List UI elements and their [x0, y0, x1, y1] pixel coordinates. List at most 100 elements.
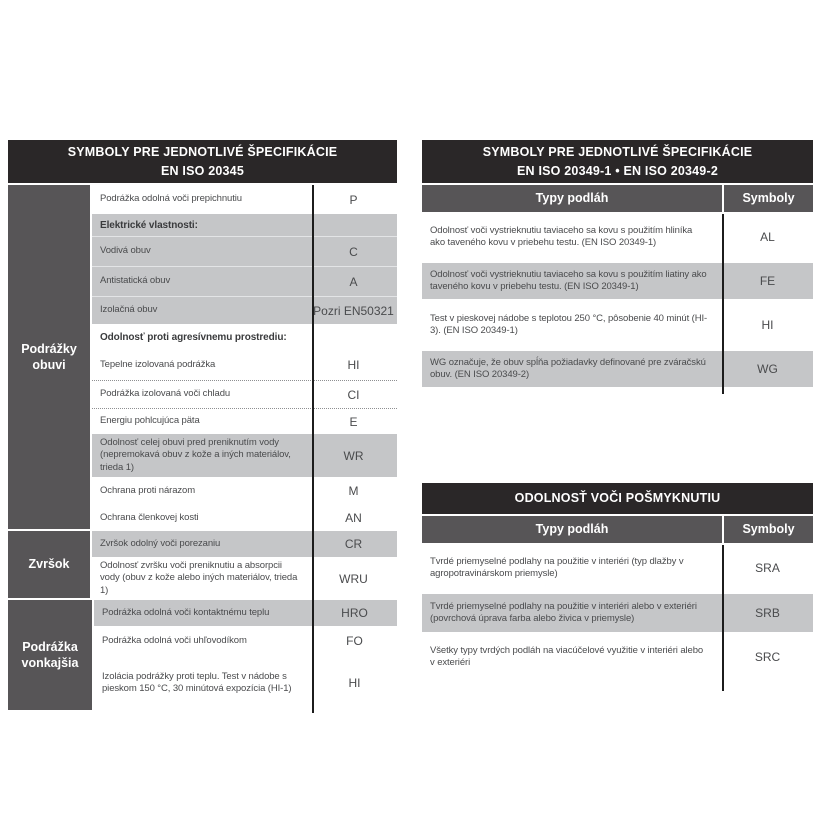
- slip-resistance-table: ODOLNOSŤ VOČI POŠMYKNUTIU Typy podláh Sy…: [422, 483, 813, 691]
- description-cell: Všetky typy tvrdých podláh na viacúčelov…: [430, 644, 704, 668]
- table-title: ODOLNOSŤ VOČI POŠMYKNUTIU: [422, 483, 813, 514]
- table-row: Tvrdé priemyselné podlahy na použitie v …: [422, 591, 813, 635]
- symbol-cell: WG: [757, 362, 778, 376]
- table-title-line1: SYMBOLY PRE JEDNOTLIVÉ ŠPECIFIKÁCIE: [67, 144, 338, 159]
- table-body: Podrážky obuvi Podrážka odolná voči prepi…: [8, 185, 397, 714]
- table-row: Odolnosť proti agresívnemu prostrediu:: [92, 324, 397, 350]
- symbol-cell: AN: [345, 511, 362, 526]
- table-row: Vodivá obuv C: [92, 236, 397, 266]
- symbol-cell: A: [349, 274, 358, 289]
- table-title-line1: SYMBOLY PRE JEDNOTLIVÉ ŠPECIFIKÁCIE: [482, 144, 753, 159]
- symbol-cell: WRU: [339, 571, 368, 586]
- table-row: WG označuje, že obuv spĺňa požiadavky de…: [422, 348, 813, 390]
- symbol-cell: P: [349, 192, 358, 207]
- description-cell: Ochrana členkovej kosti: [100, 511, 199, 523]
- table-row: Tepelne izolovaná podrážka HI: [92, 350, 397, 380]
- table-row: Odolnosť voči vystrieknutiu taviaceho sa…: [422, 214, 813, 260]
- symbol-cell: AL: [760, 230, 775, 244]
- description-cell: WG označuje, že obuv spĺňa požiadavky de…: [430, 356, 706, 380]
- description-cell: Tvrdé priemyselné podlahy na použitie v …: [430, 600, 697, 624]
- symbol-cell: HRO: [341, 606, 368, 621]
- symbol-cell: CR: [344, 537, 363, 552]
- table-row: Test v pieskovej nádobe s teplotou 250 °…: [422, 302, 813, 348]
- table-row: Energiu pohlcujúca päta E: [92, 408, 397, 434]
- column-divider-line: [722, 214, 724, 394]
- category-cell: Zvršok: [8, 531, 92, 601]
- symbol-cell: FE: [759, 274, 776, 288]
- description-cell: Podrážka odolná voči uhľovodíkom: [102, 634, 247, 646]
- description-cell: Tepelne izolovaná podrážka: [100, 358, 216, 370]
- description-cell: Odolnosť zvršku voči preniknutiu a absor…: [100, 560, 298, 596]
- description-cell: Test v pieskovej nádobe s teplotou 250 °…: [430, 312, 708, 336]
- table-row: Zvršok odolný voči porezaniu CR: [92, 531, 397, 558]
- column-header-symbols: Symboly: [722, 185, 813, 212]
- symbol-cell: HI: [347, 358, 360, 372]
- table-row: Odolnosť celej obuvi pred preniknutím vo…: [92, 434, 397, 478]
- description-cell: Odolnosť celej obuvi pred preniknutím vo…: [100, 437, 291, 473]
- table-section: Podrážka vonkajšia Podrážka odolná voči k…: [8, 600, 397, 711]
- symbol-cell: SRC: [754, 650, 781, 664]
- table-row: Ochrana členkovej kosti AN: [92, 505, 397, 531]
- table-row: Podrážka odolná voči uhľovodíkom FO: [94, 626, 397, 656]
- symbol-cell: Pozri EN50321: [313, 303, 394, 318]
- description-cell: Zvršok odolný voči porezaniu: [100, 537, 221, 549]
- symbol-cell: SRB: [755, 606, 780, 620]
- description-cell: Tvrdé priemyselné podlahy na použitie v …: [430, 555, 684, 579]
- table-row: Ochrana proti nárazom M: [92, 477, 397, 505]
- en-iso-20349-table: SYMBOLY PRE JEDNOTLIVÉ ŠPECIFIKÁCIE EN I…: [422, 140, 813, 394]
- table-row: Tvrdé priemyselné podlahy na použitie v …: [422, 545, 813, 591]
- symbol-cell: C: [349, 244, 358, 259]
- column-header-row: Typy podláh Symboly: [422, 516, 813, 543]
- symbol-cell: CI: [347, 387, 360, 402]
- description-cell: Vodivá obuv: [100, 245, 151, 257]
- column-header-types: Typy podláh: [535, 191, 609, 205]
- table-row: Izolácia podrážky proti teplu. Test v ná…: [94, 656, 397, 710]
- column-header-symbols: Symboly: [722, 516, 813, 543]
- description-cell: Odolnosť voči vystrieknutiu taviaceho sa…: [430, 268, 707, 292]
- category-cell: Podrážky obuvi: [8, 185, 92, 532]
- table-body: Tvrdé priemyselné podlahy na použitie v …: [422, 545, 813, 691]
- table-title: SYMBOLY PRE JEDNOTLIVÉ ŠPECIFIKÁCIE EN I…: [8, 140, 397, 183]
- description-cell: Antistatická obuv: [100, 275, 171, 287]
- description-cell: Odolnosť proti agresívnemu prostrediu:: [100, 331, 287, 343]
- description-cell: Ochrana proti nárazom: [100, 484, 196, 496]
- table-title: SYMBOLY PRE JEDNOTLIVÉ ŠPECIFIKÁCIE EN I…: [422, 140, 813, 183]
- column-divider-line: [312, 185, 314, 714]
- table-section: Zvršok Zvršok odolný voči porezaniu CR Odol…: [8, 531, 397, 601]
- description-cell: Elektrické vlastnosti:: [100, 219, 198, 231]
- table-row: Všetky typy tvrdých podláh na viacúčelov…: [422, 635, 813, 679]
- symbol-cell: [310, 214, 397, 236]
- table-section: Podrážky obuvi Podrážka odolná voči prepi…: [8, 185, 397, 532]
- symbol-cell: E: [349, 414, 358, 429]
- section-rows: Podrážka odolná voči kontaktnému teplu HR…: [94, 600, 397, 710]
- table-title-line2: EN ISO 20349-1 • EN ISO 20349-2: [517, 163, 718, 178]
- symbol-cell: HI: [348, 676, 361, 691]
- category-cell: Podrážka vonkajšia: [8, 600, 94, 711]
- symbol-cell: SRA: [755, 561, 780, 575]
- table-body: Odolnosť voči vystrieknutiu taviaceho sa…: [422, 214, 813, 394]
- symbol-cell: WR: [343, 448, 364, 463]
- table-row: Podrážka odolná voči kontaktnému teplu HR…: [94, 600, 397, 627]
- table-row: Podrážka odolná voči prepichnutiu P: [92, 185, 397, 214]
- section-rows: Podrážka odolná voči prepichnutiu P Elektr…: [92, 185, 397, 531]
- column-divider-line: [722, 545, 724, 691]
- description-cell: Energiu pohlcujúca päta: [100, 415, 200, 427]
- table-row: Izolačná obuv Pozri EN50321: [92, 296, 397, 324]
- column-header-row: Typy podláh Symboly: [422, 185, 813, 212]
- table-row: Podrážka izolovaná voči chladu CI: [92, 380, 397, 408]
- table-row: Antistatická obuv A: [92, 266, 397, 296]
- description-cell: Podrážka odolná voči kontaktnému teplu: [102, 606, 270, 618]
- table-row: Odolnosť zvršku voči preniknutiu a absor…: [92, 557, 397, 600]
- symbol-cell: [310, 324, 397, 350]
- table-title-line2: EN ISO 20345: [160, 163, 244, 178]
- symbol-cell: FO: [346, 634, 363, 649]
- symbol-cell: HI: [761, 318, 774, 332]
- table-row: Elektrické vlastnosti:: [92, 214, 397, 236]
- description-cell: Izolačná obuv: [100, 304, 158, 316]
- table-row: Odolnosť voči vystrieknutiu taviaceho sa…: [422, 260, 813, 302]
- column-header-types: Typy podláh: [535, 522, 609, 536]
- en-iso-20345-table: SYMBOLY PRE JEDNOTLIVÉ ŠPECIFIKÁCIE EN I…: [8, 140, 397, 714]
- description-cell: Podrážka izolovaná voči chladu: [100, 388, 231, 400]
- symbol-cell: M: [348, 484, 359, 499]
